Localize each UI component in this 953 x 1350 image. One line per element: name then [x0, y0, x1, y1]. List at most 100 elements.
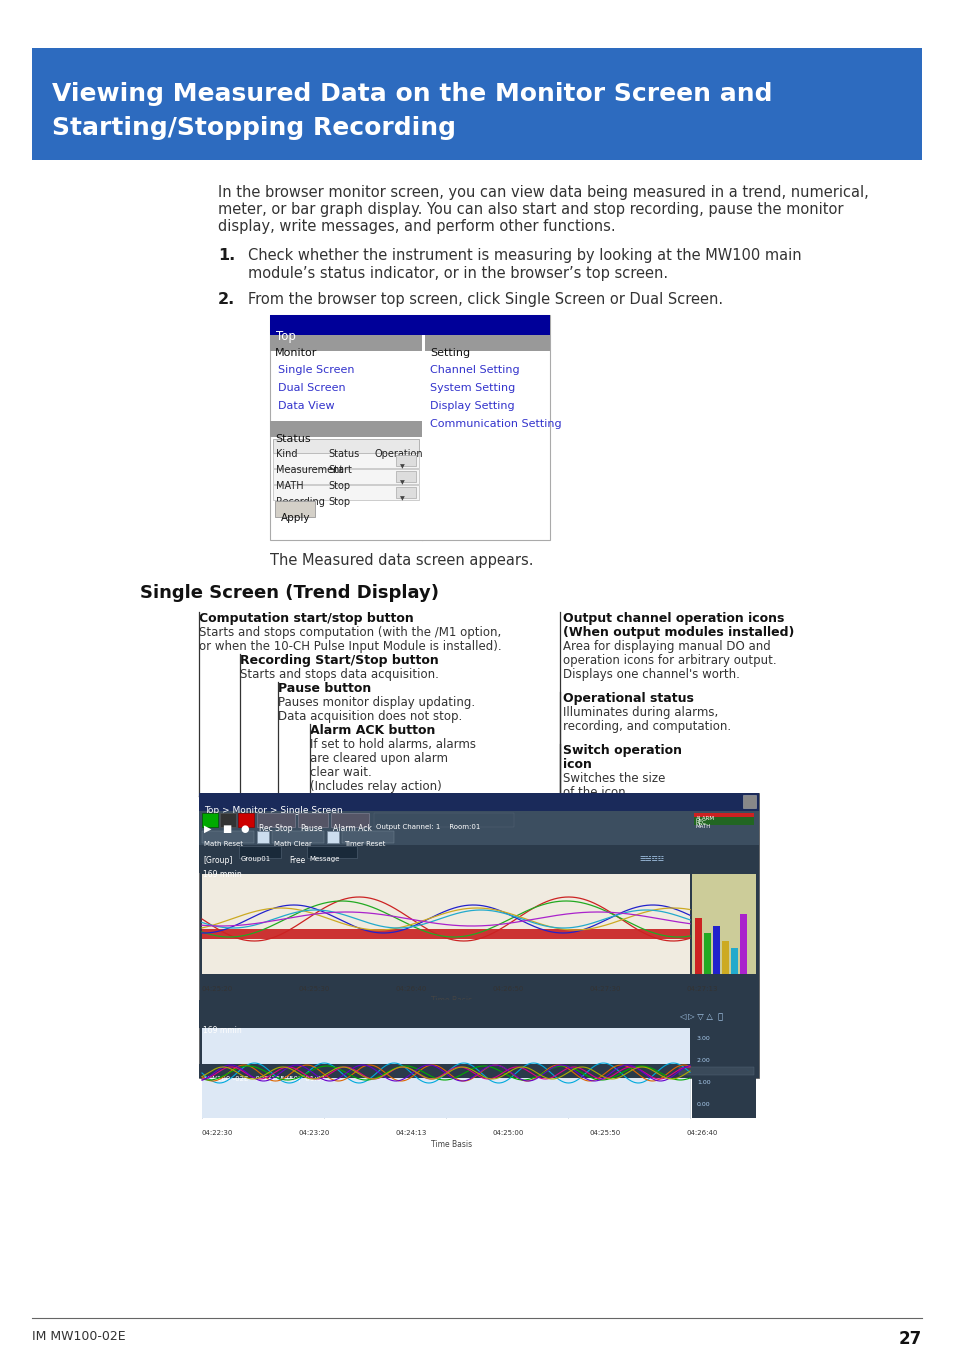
Text: Math Clear: Math Clear — [274, 841, 312, 846]
Bar — [199, 845, 759, 859]
Bar — [199, 792, 759, 811]
Text: From the browser top screen, click Single Screen or Dual Screen.: From the browser top screen, click Singl… — [248, 292, 722, 306]
Bar — [424, 335, 550, 351]
Text: 04:25:30: 04:25:30 — [298, 986, 330, 992]
Text: 1.00: 1.00 — [697, 1080, 710, 1085]
Bar — [341, 832, 394, 842]
Bar — [691, 1027, 755, 1118]
Text: ☰☱☲☳: ☰☱☲☳ — [639, 856, 663, 863]
Bar — [270, 315, 550, 540]
Bar — [307, 846, 356, 859]
Text: ▶: ▶ — [204, 824, 212, 834]
Bar — [395, 487, 416, 498]
Bar — [679, 1066, 753, 1075]
Text: of the icon.: of the icon. — [562, 786, 629, 799]
Text: Data acquisition does not stop.: Data acquisition does not stop. — [277, 710, 462, 724]
Text: 04:24:13: 04:24:13 — [395, 1130, 427, 1135]
Text: Communication Setting: Communication Setting — [430, 418, 561, 429]
Text: Dual Screen: Dual Screen — [277, 383, 345, 393]
Text: or when the 10-CH Pulse Input Module is installed).: or when the 10-CH Pulse Input Module is … — [199, 640, 501, 653]
Text: Status: Status — [328, 450, 359, 459]
Text: Setting: Setting — [430, 348, 470, 358]
Text: Group01: Group01 — [241, 856, 271, 863]
Bar — [220, 813, 235, 828]
Text: Recording: Recording — [275, 497, 325, 508]
Bar — [730, 948, 738, 973]
Text: 04:25:50: 04:25:50 — [589, 1130, 620, 1135]
Bar — [202, 873, 689, 973]
Text: (When output modules installed): (When output modules installed) — [562, 626, 794, 639]
Text: Recording Start/Stop button: Recording Start/Stop button — [240, 653, 438, 667]
Text: Alarm Ack: Alarm Ack — [333, 824, 372, 833]
Text: Display Setting: Display Setting — [430, 401, 514, 410]
Bar — [202, 813, 218, 828]
Bar — [703, 933, 710, 973]
Bar — [237, 813, 253, 828]
Text: Alarm ACK button: Alarm ACK button — [310, 724, 435, 737]
Text: Free: Free — [289, 856, 305, 865]
Bar — [199, 859, 759, 873]
Bar — [202, 929, 689, 940]
Text: Time Basis: Time Basis — [431, 1139, 472, 1149]
Bar — [712, 926, 720, 973]
Bar — [199, 1064, 759, 1079]
Text: The Measured data screen appears.: The Measured data screen appears. — [270, 554, 533, 568]
Text: Measurement: Measurement — [275, 464, 343, 475]
Bar — [395, 471, 416, 482]
Bar — [199, 829, 759, 845]
Text: icon: icon — [562, 757, 591, 771]
Text: REC: REC — [696, 819, 706, 825]
Text: 04:26:40: 04:26:40 — [686, 1130, 718, 1135]
Text: Output channel operation icons: Output channel operation icons — [562, 612, 783, 625]
Text: Pause button: Pause button — [277, 682, 371, 695]
Text: 169 mmin: 169 mmin — [203, 869, 241, 879]
Bar — [199, 811, 759, 829]
Text: (Includes relay action): (Includes relay action) — [310, 780, 441, 792]
Text: IM MW100-02E: IM MW100-02E — [32, 1330, 126, 1343]
Bar — [273, 439, 418, 454]
Bar — [721, 941, 728, 973]
Text: 2.: 2. — [218, 292, 235, 306]
Bar — [199, 792, 759, 1079]
Bar — [256, 832, 269, 842]
Bar — [32, 49, 921, 161]
Bar — [297, 813, 328, 828]
Text: MATH: MATH — [696, 824, 711, 829]
Text: Switch operation: Switch operation — [562, 744, 681, 757]
Text: 04:26:50: 04:26:50 — [493, 986, 524, 992]
Text: System Setting: System Setting — [430, 383, 515, 393]
Text: Single Screen (Trend Display): Single Screen (Trend Display) — [140, 585, 438, 602]
Bar — [273, 468, 418, 485]
Text: display, write messages, and perform other functions.: display, write messages, and perform oth… — [218, 219, 615, 234]
Text: Message: Message — [309, 856, 339, 863]
Text: ▼: ▼ — [399, 495, 404, 501]
Text: 169 mmin: 169 mmin — [203, 1026, 241, 1035]
Text: are cleared upon alarm: are cleared upon alarm — [310, 752, 448, 765]
Text: 04:26:40: 04:26:40 — [395, 986, 427, 992]
Text: MW100 -02E  -02E(155750)  01:01: MW100 -02E -02E(155750) 01:01 — [204, 1075, 325, 1081]
Text: Math Reset: Math Reset — [204, 841, 243, 846]
Text: 04:27:13: 04:27:13 — [686, 986, 718, 992]
Text: Operation: Operation — [375, 450, 423, 459]
Text: Pause: Pause — [299, 824, 322, 833]
Bar — [273, 454, 418, 468]
Text: [Group]: [Group] — [203, 856, 233, 865]
Text: Kind: Kind — [275, 450, 297, 459]
Bar — [327, 832, 338, 842]
Text: operation icons for arbitrary output.: operation icons for arbitrary output. — [562, 653, 776, 667]
Text: 04:25:00: 04:25:00 — [493, 1130, 524, 1135]
Text: Single Screen: Single Screen — [277, 364, 355, 375]
Bar — [273, 485, 418, 500]
Text: Top: Top — [275, 329, 295, 343]
Bar — [695, 918, 701, 973]
Bar — [239, 846, 281, 859]
Text: ▼: ▼ — [399, 481, 404, 485]
Text: clear wait.: clear wait. — [310, 765, 372, 779]
Text: ■: ■ — [222, 824, 231, 834]
Text: Area for displaying manual DO and: Area for displaying manual DO and — [562, 640, 770, 653]
Text: ●: ● — [240, 824, 248, 834]
Text: Computation start/stop button: Computation start/stop button — [199, 612, 414, 625]
Text: Check whether the instrument is measuring by looking at the MW100 main: Check whether the instrument is measurin… — [248, 248, 801, 263]
Bar — [693, 813, 753, 817]
Text: If set to hold alarms, alarms: If set to hold alarms, alarms — [310, 738, 476, 751]
